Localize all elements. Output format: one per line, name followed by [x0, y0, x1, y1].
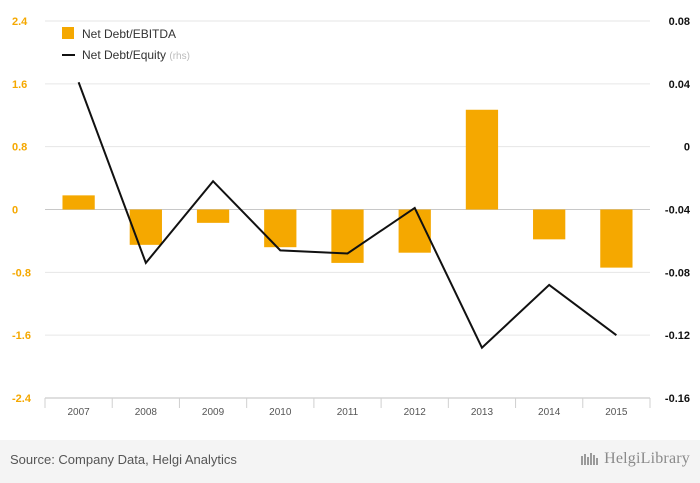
- bar-series-net-debt-ebitda: [62, 109, 633, 268]
- x-tick-label: 2015: [605, 407, 628, 418]
- legend-label-net-debt-ebitda: Net Debt/EBITDA: [82, 27, 176, 41]
- y-right-tick-label: -0.16: [665, 393, 690, 405]
- y-right-tick-label: -0.12: [665, 330, 690, 342]
- x-tick-label: 2012: [404, 407, 427, 418]
- x-tick-label: 2014: [538, 407, 561, 418]
- bar-2011: [331, 209, 364, 263]
- bar-2007: [62, 195, 95, 210]
- logo-text: HelgiLibrary: [604, 450, 690, 467]
- footer: Source: Company Data, Helgi Analytics He…: [0, 440, 700, 483]
- x-tick-label: 2008: [135, 407, 158, 418]
- y-left-tick-label: 2.4: [12, 16, 28, 28]
- y-right-tick-label: 0.04: [669, 79, 691, 91]
- line-series-net-debt-equity: [77, 81, 617, 350]
- y-left-tick-label: 0.8: [12, 142, 27, 154]
- y-left-tick-label: -2.4: [12, 393, 32, 405]
- legend-label-net-debt-equity: Net Debt/Equity (rhs): [82, 48, 190, 62]
- y-left-tick-label: 1.6: [12, 79, 27, 91]
- bar-2009: [196, 209, 230, 223]
- y-left-tick-label: -1.6: [12, 330, 31, 342]
- y-left-tick-label: -0.8: [12, 267, 31, 279]
- x-tick-label: 2009: [202, 407, 225, 418]
- source-text: Source: Company Data, Helgi Analytics: [10, 452, 237, 467]
- x-tick-label: 2010: [269, 407, 292, 418]
- x-tick-label: 2011: [337, 407, 359, 418]
- bar-2014: [533, 209, 566, 240]
- helgi-logo: HelgiLibrary: [580, 450, 690, 468]
- y-right-tick-label: 0.08: [669, 16, 690, 28]
- bar-2015: [600, 209, 633, 268]
- y-right-tick-label: -0.08: [665, 267, 690, 279]
- x-tick-label: 2007: [67, 407, 90, 418]
- y-left-tick-label: 0: [12, 205, 18, 217]
- y-axis-right: 0.08 0.04 0 -0.04 -0.08 -0.12 -0.16: [665, 16, 691, 405]
- y-right-tick-label: -0.04: [665, 205, 691, 217]
- bar-2010: [264, 209, 297, 248]
- library-icon: [581, 453, 599, 465]
- legend-rhs-suffix: (rhs): [169, 51, 190, 62]
- y-right-tick-label: 0: [684, 142, 690, 154]
- y-axis-left: 2.4 1.6 0.8 0 -0.8 -1.6 -2.4: [12, 16, 32, 405]
- legend: Net Debt/EBITDA Net Debt/Equity (rhs): [62, 27, 190, 62]
- legend-swatch-bar: [62, 27, 74, 39]
- x-tick-label: 2013: [471, 407, 494, 418]
- x-axis: 2007 2008 2009 2010 2011 2012 2013 2014 2015: [44, 397, 651, 418]
- bar-2008: [129, 209, 162, 245]
- bar-2013: [465, 109, 499, 210]
